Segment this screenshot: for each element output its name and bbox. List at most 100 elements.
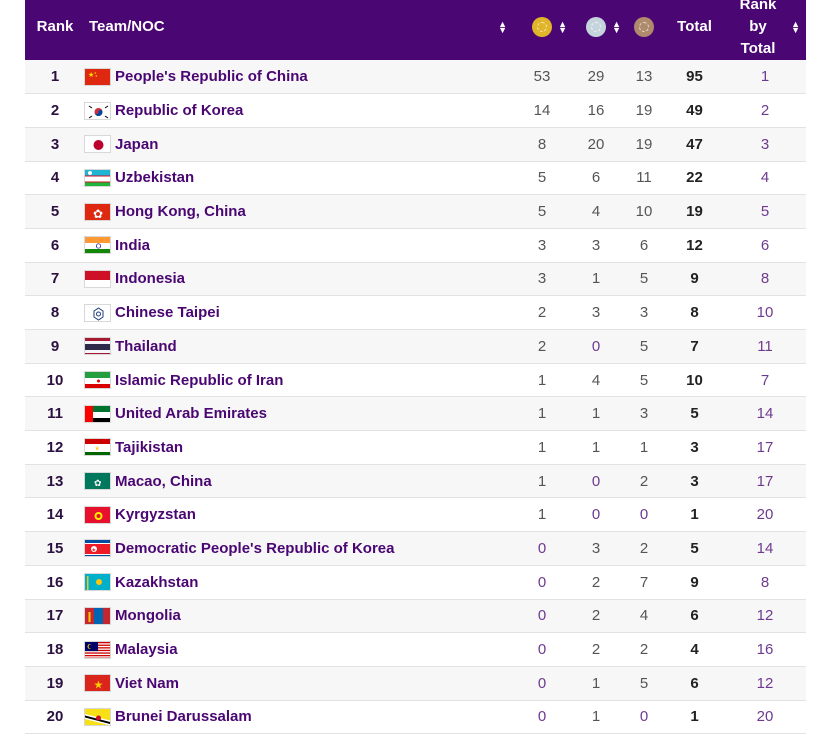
bronze-column-header[interactable] xyxy=(623,0,665,60)
table-row[interactable]: 3 Japan 8 20 19 47 3 xyxy=(25,127,806,162)
table-row[interactable]: 5 ✿ Hong Kong, China 5 4 10 19 5 xyxy=(25,194,806,229)
team-name-link[interactable]: Malaysia xyxy=(115,641,178,659)
team-name-link[interactable]: Chinese Taipei xyxy=(115,304,220,322)
team-cell[interactable]: Thailand xyxy=(84,330,515,364)
sort-icon[interactable]: ▲ ▼ xyxy=(498,19,507,35)
table-row[interactable]: 18 Malaysia 0 2 2 4 16 xyxy=(25,632,806,667)
silver-count-cell: 4 xyxy=(591,203,601,221)
team-cell[interactable]: ✿ Macao, China xyxy=(84,464,515,498)
team-column-header[interactable]: Team/NOC ▲ ▼ xyxy=(85,0,515,60)
table-row[interactable]: 4 Uzbekistan 5 6 11 22 4 xyxy=(25,161,806,195)
table-row[interactable]: 20 Brunei Darussalam 0 1 0 1 20 xyxy=(25,700,806,734)
team-cell[interactable]: ★ Viet Nam xyxy=(84,666,515,700)
bronze-count-cell: 4 xyxy=(639,607,649,625)
team-cell[interactable]: Republic of Korea xyxy=(84,94,515,128)
sort-icon[interactable]: ▲ ▼ xyxy=(791,19,800,35)
team-name-link[interactable]: Macao, China xyxy=(115,472,212,490)
team-cell[interactable]: Mongolia xyxy=(84,599,515,633)
total-column-header[interactable]: Total xyxy=(665,0,724,60)
table-row[interactable]: 13 ✿ Macao, China 1 0 2 3 17 xyxy=(25,464,806,498)
table-row[interactable]: 19 ★ Viet Nam 0 1 5 6 12 xyxy=(25,666,806,701)
team-name-link[interactable]: Mongolia xyxy=(115,607,181,625)
rank-cell: 8 xyxy=(50,304,60,322)
silver-count-cell: 2 xyxy=(591,607,601,625)
team-cell[interactable]: ♛ Tajikistan xyxy=(84,431,515,465)
table-row[interactable]: 7 Indonesia 3 1 5 9 8 xyxy=(25,262,806,296)
team-name-link[interactable]: United Arab Emirates xyxy=(115,405,267,423)
team-name-link[interactable]: Viet Nam xyxy=(115,674,179,692)
sort-icon[interactable]: ▲ ▼ xyxy=(612,19,621,35)
team-name-link[interactable]: Democratic People's Republic of Korea xyxy=(115,539,395,557)
silver-count-cell: 6 xyxy=(591,169,601,187)
india-flag-icon xyxy=(84,236,111,255)
team-cell[interactable]: Japan xyxy=(84,127,515,161)
rank-column-header[interactable]: Rank xyxy=(25,0,85,60)
table-row[interactable]: 16 Kazakhstan 0 2 7 9 8 xyxy=(25,565,806,599)
team-name-link[interactable]: Tajikistan xyxy=(115,438,184,456)
rank-by-total-cell: 1 xyxy=(760,68,770,86)
table-row[interactable]: 8 Chinese Taipei 2 3 3 8 10 xyxy=(25,295,806,330)
bronze-count-cell: 2 xyxy=(639,539,649,557)
team-cell[interactable]: Chinese Taipei xyxy=(84,296,515,330)
silver-column-header[interactable]: ▲ ▼ xyxy=(569,0,623,60)
table-row[interactable]: 9 Thailand 2 0 5 7 11 xyxy=(25,329,806,364)
bronze-count-cell: 0 xyxy=(639,506,649,524)
table-row[interactable]: 11 United Arab Emirates 1 1 3 5 14 xyxy=(25,396,806,431)
team-name-link[interactable]: Kazakhstan xyxy=(115,573,199,591)
team-header-label: Team/NOC xyxy=(89,18,165,35)
team-cell[interactable]: ✿ Hong Kong, China xyxy=(84,195,515,229)
team-name-link[interactable]: People's Republic of China xyxy=(115,68,308,86)
gold-column-header[interactable]: ▲ ▼ xyxy=(515,0,569,60)
team-name-link[interactable]: Uzbekistan xyxy=(115,169,195,187)
team-cell[interactable]: Islamic Republic of Iran xyxy=(84,363,515,397)
rank-by-total-cell: 2 xyxy=(760,102,770,120)
team-name-link[interactable]: Kyrgyzstan xyxy=(115,506,196,524)
team-cell[interactable]: Kyrgyzstan xyxy=(84,498,515,532)
team-cell[interactable]: Indonesia xyxy=(84,262,515,296)
rank-by-total-line3: Total xyxy=(740,40,776,57)
rank-by-total-header-label: Rank by Total xyxy=(724,0,792,60)
total-count-cell: 6 xyxy=(690,674,699,692)
table-row[interactable]: 17 Mongolia 0 2 4 6 12 xyxy=(25,599,806,633)
rank-cell: 18 xyxy=(46,641,64,659)
table-row[interactable]: 6 India 3 3 6 12 6 xyxy=(25,228,806,263)
rank-by-total-cell: 4 xyxy=(760,169,770,187)
team-cell[interactable]: Malaysia xyxy=(84,633,515,667)
bronze-count-cell: 10 xyxy=(635,203,653,221)
team-name-link[interactable]: Hong Kong, China xyxy=(115,203,246,221)
brunei-flag-icon xyxy=(84,707,111,726)
team-cell[interactable]: ★ ★ ★ People's Republic of China xyxy=(84,60,515,94)
team-cell[interactable]: Uzbekistan xyxy=(84,161,515,195)
team-cell[interactable]: India xyxy=(84,228,515,262)
table-row[interactable]: 10 Islamic Republic of Iran 1 4 5 10 7 xyxy=(25,363,806,397)
total-count-cell: 4 xyxy=(690,641,699,659)
bronze-count-cell: 5 xyxy=(639,371,649,389)
gold-count-cell: 0 xyxy=(537,708,547,726)
table-row[interactable]: 2 Republic of Korea 14 16 19 49 2 xyxy=(25,93,806,128)
team-name-link[interactable]: India xyxy=(115,236,151,254)
rank-cell: 9 xyxy=(50,337,60,355)
team-name-link[interactable]: Islamic Republic of Iran xyxy=(115,371,284,389)
team-name-link[interactable]: Brunei Darussalam xyxy=(115,708,252,726)
silver-count-cell: 1 xyxy=(591,674,601,692)
rank-cell: 2 xyxy=(50,102,60,120)
team-name-link[interactable]: Indonesia xyxy=(115,270,186,288)
rank-by-total-cell: 7 xyxy=(760,371,770,389)
team-cell[interactable]: Brunei Darussalam xyxy=(84,700,515,734)
team-cell[interactable]: ★ Democratic People's Republic of Korea xyxy=(84,532,515,566)
team-name-link[interactable]: Japan xyxy=(115,135,159,153)
table-row[interactable]: 15 ★ Democratic People's Republic of Korea… xyxy=(25,531,806,566)
table-row[interactable]: 12 ♛ Tajikistan 1 1 1 3 17 xyxy=(25,430,806,465)
silver-count-cell: 29 xyxy=(587,68,605,86)
mongolia-flag-icon xyxy=(84,606,111,625)
team-cell[interactable]: Kazakhstan xyxy=(84,565,515,599)
rank-by-total-column-header[interactable]: Rank by Total ▲ ▼ xyxy=(724,0,806,60)
table-row[interactable]: 14 Kyrgyzstan 1 0 0 1 20 xyxy=(25,497,806,532)
table-row[interactable]: 1 ★ ★ ★ People's Republic of China 53 29 13 95 1 xyxy=(25,60,806,94)
team-name-link[interactable]: Thailand xyxy=(115,337,177,355)
sort-icon[interactable]: ▲ ▼ xyxy=(558,19,567,35)
team-cell[interactable]: United Arab Emirates xyxy=(84,397,515,431)
team-name-link[interactable]: Republic of Korea xyxy=(115,102,244,120)
total-header-label: Total xyxy=(677,18,712,35)
rank-cell: 4 xyxy=(50,169,60,187)
